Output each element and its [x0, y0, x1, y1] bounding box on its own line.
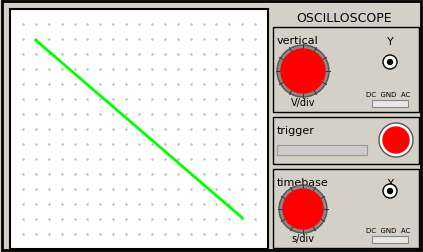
Bar	[273, 28, 419, 113]
Circle shape	[383, 184, 397, 198]
Text: DC  GND  AC: DC GND AC	[366, 227, 410, 233]
Circle shape	[277, 46, 329, 98]
Circle shape	[379, 123, 413, 158]
Text: OSCILLOSCOPE: OSCILLOSCOPE	[297, 11, 392, 24]
Circle shape	[283, 189, 323, 229]
Text: trigger: trigger	[277, 125, 315, 136]
Bar	[372, 236, 408, 243]
Bar	[273, 117, 419, 164]
Circle shape	[383, 128, 409, 153]
Text: X: X	[386, 178, 394, 188]
Bar	[372, 101, 408, 108]
Text: s/div: s/div	[291, 233, 314, 243]
Circle shape	[279, 185, 327, 233]
Bar	[273, 169, 419, 248]
Text: Y: Y	[387, 37, 393, 47]
Bar	[277, 145, 367, 155]
Circle shape	[383, 56, 397, 70]
Text: vertical: vertical	[277, 36, 319, 46]
Circle shape	[387, 189, 393, 194]
Text: V/div: V/div	[291, 98, 315, 108]
Text: DC  GND  AC: DC GND AC	[366, 92, 410, 98]
Circle shape	[281, 50, 325, 94]
Bar	[10, 10, 268, 249]
Circle shape	[387, 60, 393, 65]
Text: timebase: timebase	[277, 177, 329, 187]
